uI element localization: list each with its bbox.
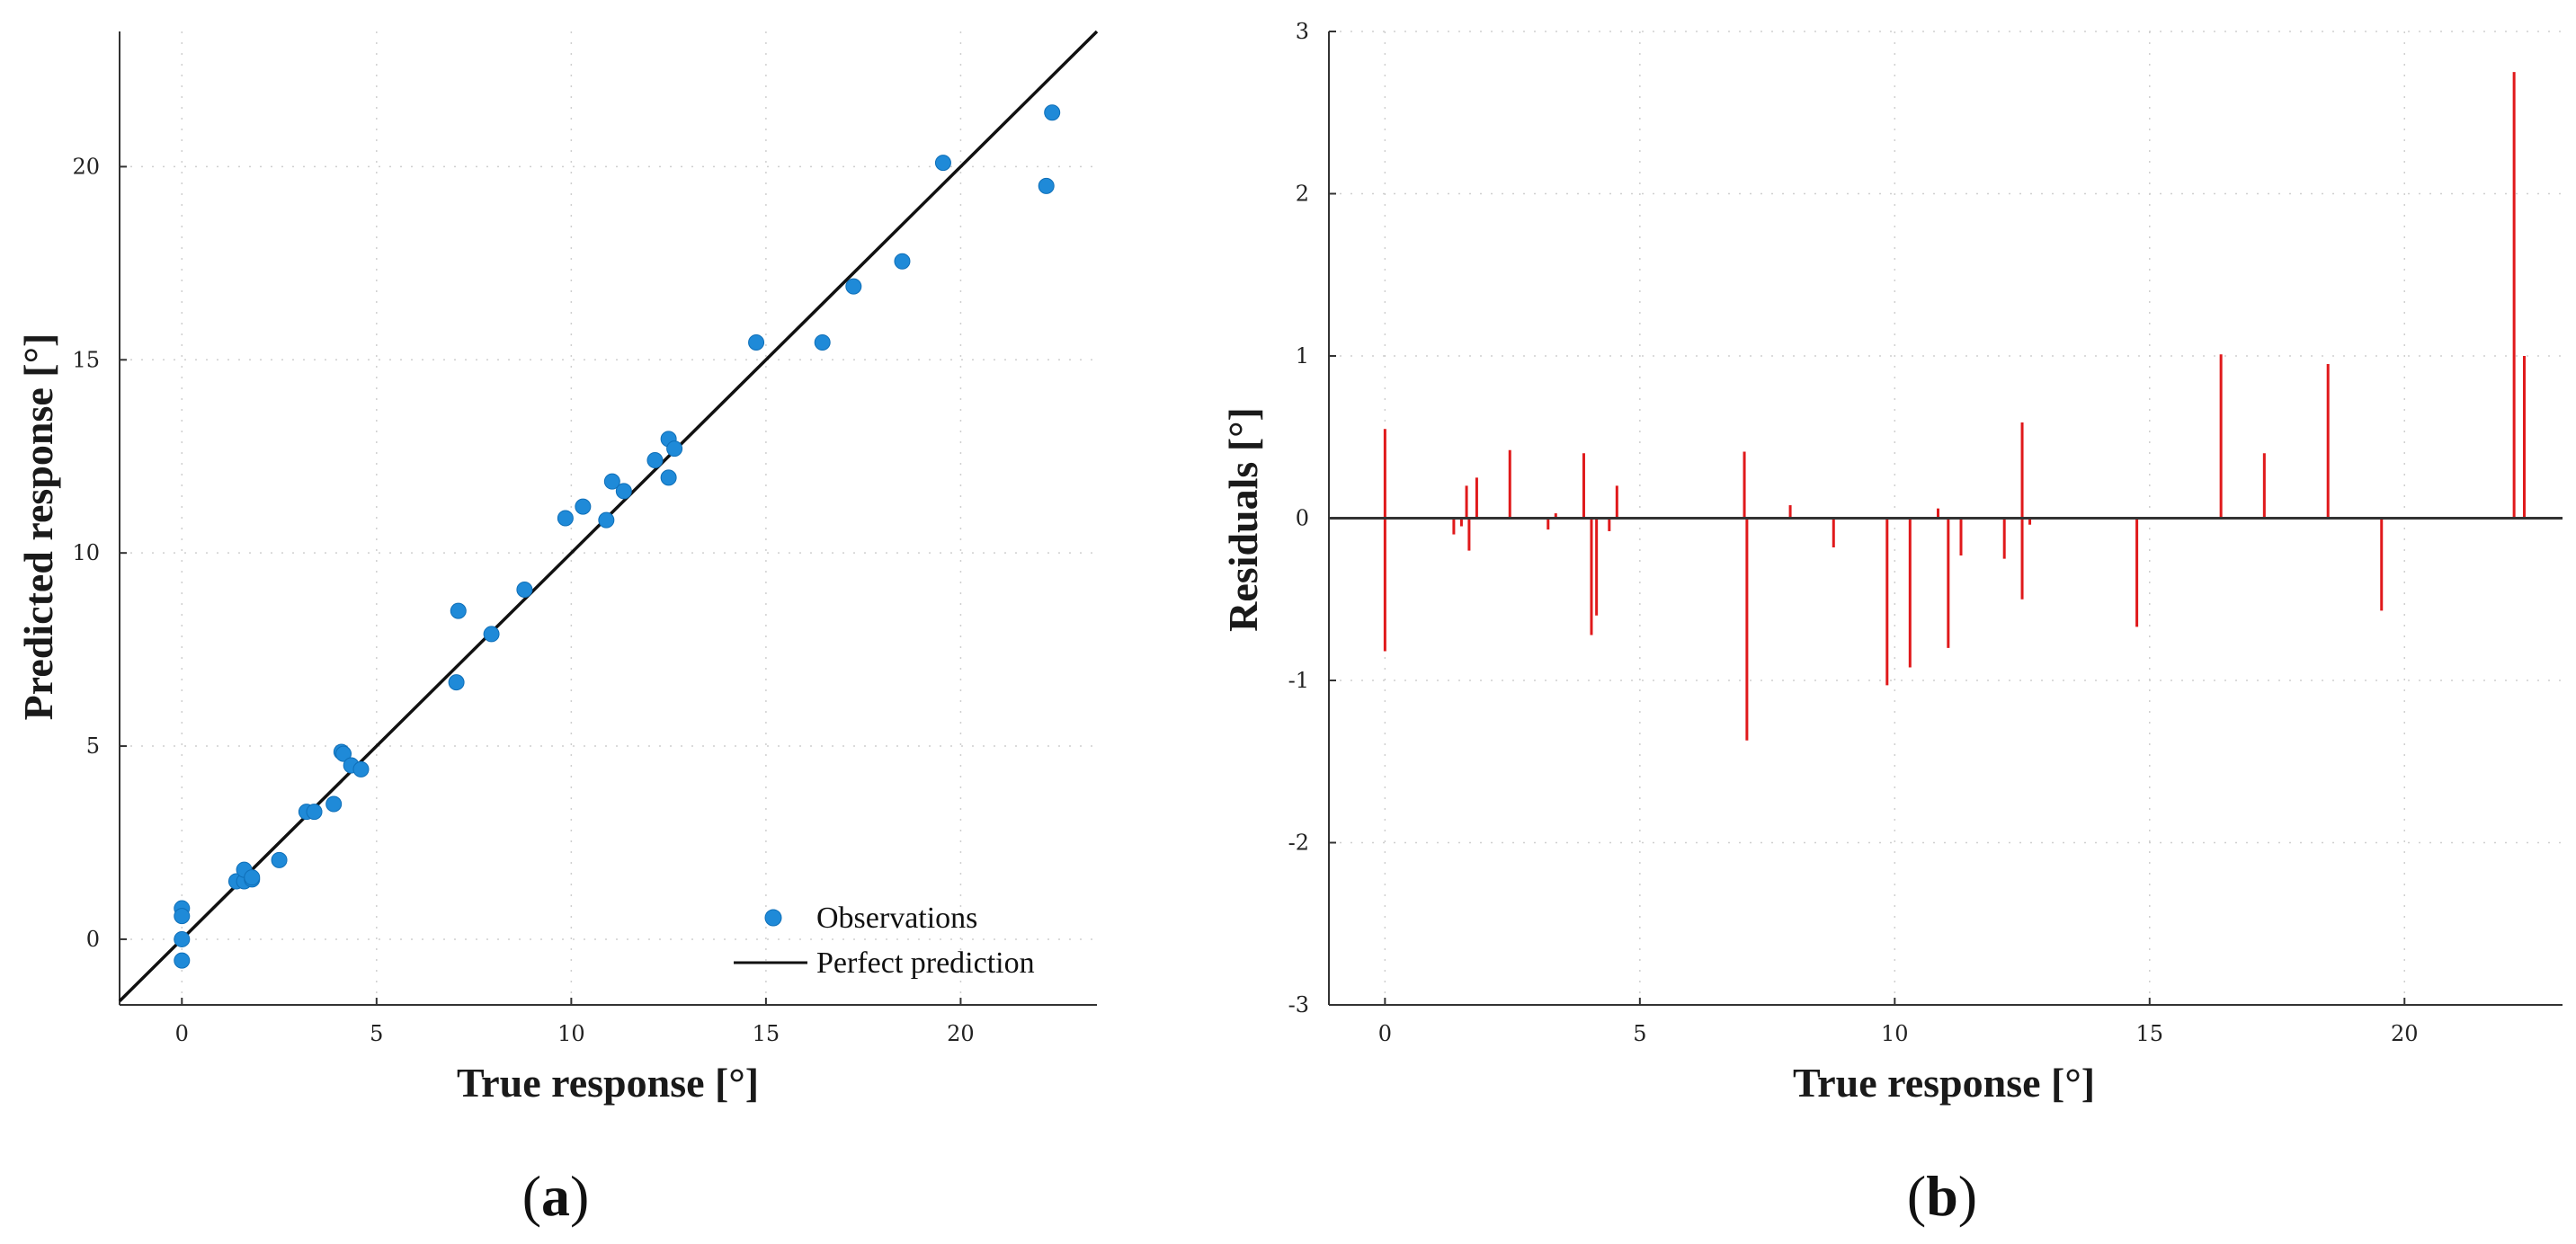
panel-b-y-tick-label: -1 bbox=[1288, 668, 1309, 693]
legend-observations-label: Observations bbox=[816, 902, 977, 935]
observation-point bbox=[174, 952, 191, 969]
panel-b-y-tick-label: -3 bbox=[1288, 992, 1309, 1017]
observation-point bbox=[748, 333, 765, 351]
panel-b-y-tick-label: 0 bbox=[1296, 506, 1309, 531]
panel-a-x-tick-label: 20 bbox=[947, 1021, 975, 1046]
panel-a-x-tick-label: 15 bbox=[753, 1021, 780, 1046]
observation-point bbox=[1044, 104, 1061, 121]
observation-point bbox=[660, 469, 677, 486]
observation-point bbox=[1038, 177, 1055, 194]
panel-a-label: (a) bbox=[522, 1164, 590, 1228]
panel-a-x-axis-label: True response [°] bbox=[457, 1060, 759, 1106]
observation-point bbox=[603, 473, 620, 490]
panel-a-x-tick-label: 5 bbox=[370, 1021, 383, 1046]
panel-a-y-tick-label: 10 bbox=[72, 540, 100, 565]
panel-a-y-tick-label: 0 bbox=[86, 927, 100, 952]
panel-b-y-ticks: -3 -2 -1 0 1 2 3 bbox=[1288, 19, 1336, 1017]
observation-point bbox=[557, 510, 574, 527]
observation-point bbox=[325, 795, 343, 813]
panel-a-legend: Observations Perfect prediction bbox=[734, 902, 1035, 980]
residuals-series bbox=[1383, 72, 2526, 741]
panel-b-x-tick-label: 20 bbox=[2391, 1021, 2419, 1046]
panel-b-x-axis-label: True response [°] bbox=[1793, 1060, 2095, 1106]
panel-a-x-tick-label: 10 bbox=[557, 1021, 585, 1046]
panel-b-x-tick-label: 5 bbox=[1633, 1021, 1646, 1046]
panel-a-grid bbox=[120, 31, 1097, 1005]
panel-a-y-tick-label: 15 bbox=[72, 347, 100, 372]
panel-a-y-tick-label: 20 bbox=[72, 154, 100, 179]
panel-b-letter: b bbox=[1926, 1164, 1958, 1228]
panel-a-x-tick-label: 0 bbox=[175, 1021, 189, 1046]
panel-a-y-axis-label: Predicted response [°] bbox=[15, 333, 61, 721]
panel-b-x-tick-label: 10 bbox=[1881, 1021, 1909, 1046]
legend-observations-marker bbox=[764, 909, 782, 927]
observation-point bbox=[575, 498, 592, 515]
panel-a-y-tick-label: 5 bbox=[86, 733, 100, 759]
panel-a-x-ticks: 0 5 10 15 20 bbox=[175, 998, 975, 1046]
observations-series bbox=[174, 104, 1061, 969]
observation-point bbox=[615, 483, 632, 500]
observation-point bbox=[483, 626, 500, 643]
panel-b-y-axis-label: Residuals [°] bbox=[1220, 407, 1266, 632]
observation-point bbox=[894, 253, 911, 270]
observation-point bbox=[271, 851, 288, 868]
observation-point bbox=[934, 155, 951, 172]
panel-b-y-tick-label: 2 bbox=[1296, 182, 1309, 207]
panel-a-scatter: 0 5 10 15 20 0 5 10 15 20 Observations Perfect p… bbox=[15, 30, 1099, 1228]
observation-point bbox=[646, 452, 664, 469]
legend-perfect-prediction-label: Perfect prediction bbox=[816, 946, 1035, 980]
panel-b-x-tick-label: 0 bbox=[1378, 1021, 1392, 1046]
observation-point bbox=[174, 908, 191, 925]
observation-point bbox=[598, 511, 615, 529]
observation-point bbox=[450, 602, 467, 619]
observation-point bbox=[352, 760, 370, 778]
panel-b-y-tick-label: 1 bbox=[1296, 343, 1309, 369]
observation-point bbox=[814, 333, 831, 351]
panel-a-y-ticks: 0 5 10 15 20 bbox=[72, 154, 127, 952]
panel-b-y-tick-label: 3 bbox=[1296, 19, 1309, 44]
observation-point bbox=[244, 869, 261, 886]
panel-b-label: (b) bbox=[1907, 1164, 1977, 1228]
panel-b-x-ticks: 0 5 10 15 20 bbox=[1378, 998, 2419, 1046]
panel-b-residuals: 0 5 10 15 20 -3 -2 -1 0 1 2 3 True response [°] Re… bbox=[1220, 19, 2563, 1228]
observation-point bbox=[516, 582, 533, 599]
observation-point bbox=[306, 804, 323, 821]
observation-point bbox=[174, 930, 191, 947]
observation-point bbox=[335, 745, 352, 762]
observation-point bbox=[845, 278, 862, 295]
panel-b-y-tick-label: -2 bbox=[1288, 831, 1309, 856]
observation-point bbox=[448, 674, 465, 691]
panel-a-letter: a bbox=[541, 1164, 570, 1228]
panel-b-x-tick-label: 15 bbox=[2136, 1021, 2164, 1046]
observation-point bbox=[666, 440, 683, 458]
